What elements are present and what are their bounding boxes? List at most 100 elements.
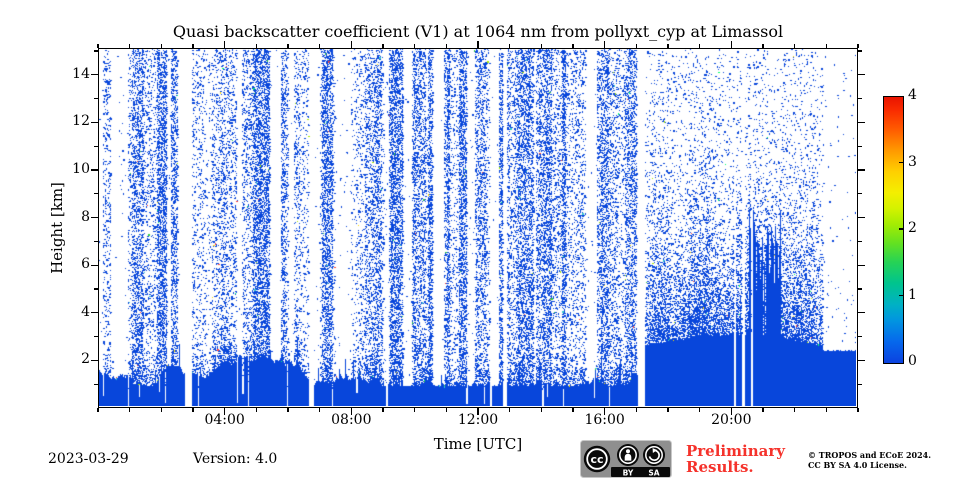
y-tick-label: 4 bbox=[81, 303, 90, 320]
x-axis-tick bbox=[97, 44, 99, 48]
x-axis-tick bbox=[857, 408, 859, 412]
y-tick-label: 2 bbox=[81, 351, 90, 368]
x-axis-tick bbox=[414, 408, 416, 412]
x-axis-tick bbox=[287, 408, 289, 412]
plot-frame bbox=[98, 48, 858, 408]
colorbar-tick bbox=[899, 228, 904, 230]
y-axis-tick bbox=[858, 312, 865, 314]
x-axis-tick bbox=[509, 408, 511, 412]
y-tick-label: 6 bbox=[81, 256, 90, 273]
x-axis-tick bbox=[825, 44, 827, 48]
x-axis-tick bbox=[477, 41, 479, 48]
x-axis-tick bbox=[572, 44, 574, 48]
x-axis-tick bbox=[445, 44, 447, 48]
cc-icon: cc bbox=[583, 445, 611, 473]
by-person-icon bbox=[617, 444, 639, 466]
x-axis-tick bbox=[635, 44, 637, 48]
x-axis-tick bbox=[604, 41, 606, 48]
colorbar-tick-label: 0 bbox=[908, 353, 917, 369]
x-axis-tick bbox=[129, 408, 131, 412]
y-axis-tick bbox=[858, 98, 862, 100]
x-axis-tick bbox=[635, 408, 637, 412]
y-axis-tick bbox=[858, 74, 865, 76]
y-axis-tick bbox=[858, 359, 865, 361]
y-axis-tick bbox=[94, 383, 98, 385]
y-axis-tick bbox=[91, 359, 98, 361]
x-axis-tick bbox=[445, 408, 447, 412]
colorbar-tick-label: 1 bbox=[908, 286, 917, 303]
x-axis-tick bbox=[667, 408, 669, 412]
y-axis-tick bbox=[858, 240, 862, 243]
y-tick-label: 12 bbox=[72, 113, 90, 130]
chart-title: Quasi backscatter coefficient (V1) at 10… bbox=[172, 22, 784, 41]
x-tick-label: 08:00 bbox=[331, 412, 372, 428]
colorbar-tick bbox=[899, 294, 904, 297]
y-axis-tick bbox=[858, 217, 865, 219]
x-axis-tick bbox=[224, 41, 226, 48]
x-axis-label: Time [UTC] bbox=[433, 435, 523, 453]
x-axis-tick bbox=[667, 44, 669, 48]
preliminary-line1: Preliminary bbox=[686, 442, 785, 460]
y-axis-tick bbox=[94, 240, 98, 243]
x-tick-label: 04:00 bbox=[204, 412, 245, 428]
x-axis-tick bbox=[794, 44, 796, 48]
version-label: Version: 4.0 bbox=[193, 451, 278, 467]
x-axis-tick bbox=[192, 408, 194, 412]
x-axis-tick bbox=[572, 408, 574, 412]
y-axis-tick bbox=[858, 288, 862, 290]
preliminary-line2: Results. bbox=[686, 458, 754, 476]
x-axis-tick bbox=[382, 44, 384, 48]
y-axis-tick bbox=[858, 193, 862, 195]
colorbar-tick-label: 2 bbox=[908, 220, 917, 236]
y-tick-label: 10 bbox=[72, 161, 90, 178]
y-axis-tick bbox=[858, 121, 865, 124]
copyright-line1: © TROPOS and ECoE 2024. bbox=[808, 450, 932, 460]
x-axis-tick bbox=[477, 408, 479, 415]
y-axis-tick bbox=[858, 145, 862, 147]
y-axis-tick bbox=[94, 50, 98, 52]
badge-sa-label: SA bbox=[648, 468, 659, 477]
x-axis-tick bbox=[762, 44, 764, 48]
preliminary-results-note: Preliminary Results. bbox=[686, 443, 785, 475]
colorbar-tick-label: 3 bbox=[908, 153, 917, 170]
x-axis-tick bbox=[857, 44, 859, 48]
x-axis-tick bbox=[509, 44, 511, 48]
x-axis-tick bbox=[382, 408, 384, 412]
x-tick-label: 16:00 bbox=[584, 412, 625, 428]
colorbar-tick bbox=[899, 161, 904, 164]
y-tick-label: 8 bbox=[81, 208, 90, 225]
y-axis-tick bbox=[94, 193, 98, 195]
y-axis-tick bbox=[91, 312, 98, 314]
y-axis-tick bbox=[91, 217, 98, 219]
x-axis-tick bbox=[160, 408, 162, 412]
x-tick-label: 12:00 bbox=[457, 412, 499, 428]
y-axis-tick bbox=[858, 264, 865, 266]
y-axis-tick bbox=[858, 336, 862, 338]
sa-share-alike-icon bbox=[643, 444, 665, 466]
x-axis-tick bbox=[762, 408, 764, 412]
copyright-note: © TROPOS and ECoE 2024. CC BY SA 4.0 Lic… bbox=[808, 450, 931, 470]
x-axis-tick bbox=[699, 44, 701, 48]
y-axis-tick bbox=[858, 383, 862, 385]
colorbar bbox=[883, 96, 904, 364]
x-axis-tick bbox=[255, 408, 257, 412]
x-axis-tick bbox=[319, 44, 321, 48]
colorbar-tick-label: 4 bbox=[908, 87, 917, 103]
x-tick-label: 20:00 bbox=[711, 412, 752, 428]
x-axis-tick bbox=[540, 44, 542, 48]
scatter-plot-canvas bbox=[99, 49, 856, 406]
x-axis-tick bbox=[604, 408, 606, 415]
x-axis-tick bbox=[730, 41, 732, 48]
x-axis-tick bbox=[414, 44, 416, 48]
badge-by-label: BY bbox=[623, 468, 634, 477]
y-axis-tick bbox=[94, 98, 98, 100]
y-axis-tick bbox=[94, 145, 98, 147]
y-axis-tick bbox=[94, 336, 98, 338]
badge-bottom-band bbox=[611, 467, 670, 477]
x-axis-tick bbox=[540, 408, 542, 412]
copyright-line2: CC BY SA 4.0 License. bbox=[808, 460, 907, 470]
x-axis-tick bbox=[255, 44, 257, 48]
x-axis-tick bbox=[192, 44, 194, 48]
x-axis-tick bbox=[825, 408, 827, 412]
